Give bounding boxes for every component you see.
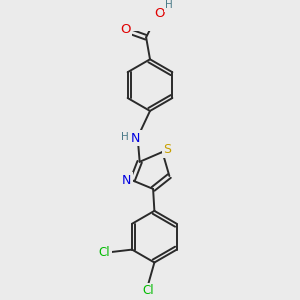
Text: Cl: Cl — [142, 284, 154, 297]
Text: H: H — [166, 0, 173, 10]
Text: O: O — [154, 7, 165, 20]
Text: S: S — [164, 143, 172, 156]
Text: O: O — [120, 23, 131, 36]
Text: N: N — [122, 174, 131, 187]
Text: H: H — [121, 132, 129, 142]
Text: N: N — [131, 131, 140, 145]
Text: Cl: Cl — [99, 246, 110, 259]
